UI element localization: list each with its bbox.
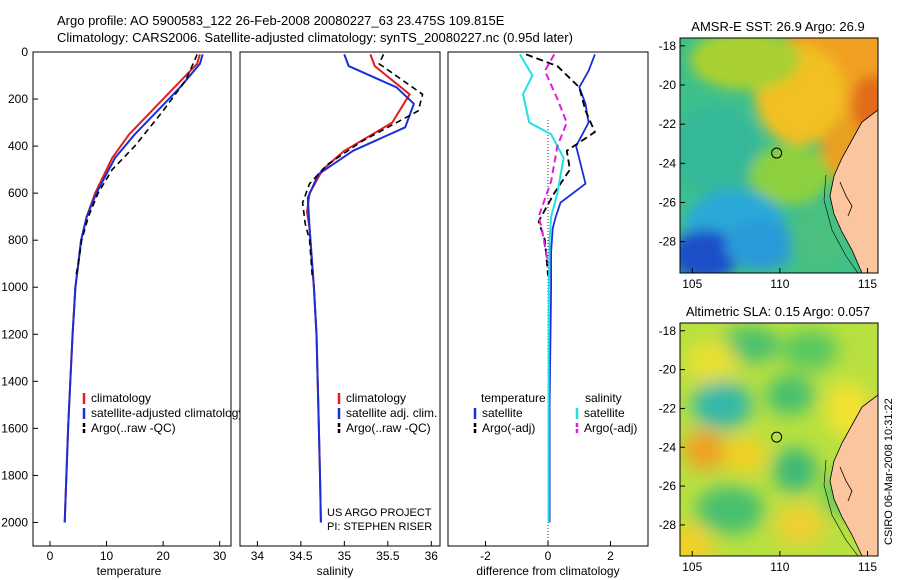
x-tick-label: 35.5	[376, 549, 400, 563]
x-tick-label: 110	[770, 277, 789, 291]
plot-temperature	[63, 54, 204, 523]
y-tick-label: -28	[659, 518, 677, 532]
map-sst-land	[829, 109, 878, 273]
panel-salinity: 34 34.5 35 35.5 36 salinity climatologysatel…	[239, 51, 441, 578]
plot-difference	[519, 53, 596, 523]
map-sst-y-ticks: -18 -20 -22 -24 -26 -28	[659, 39, 685, 249]
xlabel-temperature: temperature	[97, 564, 162, 578]
x-ticks-difference: -2 0 2	[480, 541, 614, 563]
y-tick-label: -24	[659, 156, 677, 170]
series-line	[306, 54, 415, 523]
legend-label: Argo(..raw -QC)	[346, 421, 431, 435]
legend-label: Argo(-adj)	[482, 421, 535, 435]
panel-temperature: 0 200 400 600 800 1000 1200 1400 1600 1800 2000 0 1…	[1, 45, 244, 578]
series-line	[63, 54, 204, 523]
x-tick-label: 115	[858, 277, 877, 291]
x-tick-label: 20	[156, 549, 170, 563]
plot-salinity	[301, 54, 424, 523]
x-tick-label: 34.5	[289, 549, 313, 563]
y-tick-label: -26	[659, 196, 677, 210]
x-tick-label: 105	[682, 560, 702, 574]
y-tick-label: -28	[659, 235, 677, 249]
y-tick-label: 1400	[1, 374, 28, 388]
panel-difference: -2 0 2 difference from climatology tempera…	[447, 51, 649, 578]
map-sst-field	[680, 38, 878, 273]
argo-location-marker	[771, 431, 783, 443]
legend-label: climatology	[91, 391, 151, 405]
map-sst-x-ticks: 105 110 115	[682, 268, 877, 291]
map-sla-y-ticks: -18 -20 -22 -24 -26 -28	[659, 324, 685, 532]
y-tick-label: 1800	[1, 468, 28, 482]
xlabel-difference: difference from climatology	[476, 564, 619, 578]
map-sla-field	[680, 323, 878, 556]
x-ticks-salinity: 34 34.5 35 35.5 36	[251, 541, 439, 563]
y-tick-label: 0	[21, 45, 28, 59]
series-line	[519, 53, 565, 523]
legend-label: climatology	[346, 391, 406, 405]
x-tick-label: 105	[682, 277, 702, 291]
y-tick-label: -18	[659, 324, 677, 338]
y-tick-label: 2000	[1, 515, 28, 529]
x-ticks-temperature: 0 10 20 30	[47, 541, 227, 563]
y-tick-label: 600	[8, 186, 28, 200]
argo-location-marker	[771, 147, 783, 159]
series-line	[75, 54, 198, 276]
legend-label: satellite adj. clim.	[346, 406, 437, 420]
map-sla-x-ticks: 105 110 115	[682, 551, 877, 574]
annotation-pi: PI: STEPHEN RISER	[327, 521, 432, 533]
map-sla-land	[829, 394, 878, 556]
timestamp-stamp: CSIRO 06-Mar-2008 10:31:22	[883, 398, 895, 545]
x-tick-label: 35	[338, 549, 352, 563]
annotation-project: US ARGO PROJECT	[327, 507, 432, 519]
y-tick-label: 1200	[1, 327, 28, 341]
y-tick-label: 1600	[1, 421, 28, 435]
y-tick-label: -20	[659, 363, 677, 377]
map-sla-title: Altimetric SLA: 0.15 Argo: 0.057	[686, 304, 870, 319]
x-tick-label: 2	[607, 549, 614, 563]
y-tick-label: 200	[8, 92, 28, 106]
map-sla: Altimetric SLA: 0.15 Argo: 0.057	[659, 304, 879, 574]
y-tick-label: -24	[659, 440, 677, 454]
series-line	[525, 53, 596, 276]
legend-label: satellite-adjusted climatology	[91, 406, 244, 420]
y-tick-label: -26	[659, 479, 677, 493]
map-sst-title: AMSR-E SST: 26.9 Argo: 26.9	[691, 19, 864, 34]
legend-label: satellite	[584, 406, 625, 420]
legend-label: Argo(..raw -QC)	[91, 421, 176, 435]
figure-title-line2: Climatology: CARS2006. Satellite-adjuste…	[57, 30, 573, 45]
series-line	[301, 54, 424, 276]
y-tick-label: -18	[659, 39, 677, 53]
x-tick-label: 34	[251, 549, 265, 563]
x-tick-label: 10	[100, 549, 114, 563]
y-tick-label: -22	[659, 117, 677, 131]
figure-title-line1: Argo profile: AO 5900583_122 26-Feb-2008…	[57, 13, 505, 28]
xlabel-salinity: salinity	[317, 564, 354, 578]
y-tick-label: 400	[8, 139, 28, 153]
series-line	[537, 53, 568, 264]
y-tick-label: -22	[659, 401, 677, 415]
x-tick-label: 36	[425, 549, 439, 563]
y-tick-label: 800	[8, 233, 28, 247]
x-tick-label: -2	[480, 549, 491, 563]
legend-group-title: salinity	[585, 391, 622, 405]
legend-label: satellite	[482, 406, 523, 420]
x-tick-label: 115	[858, 560, 877, 574]
y-tick-label: -20	[659, 78, 677, 92]
x-tick-label: 0	[47, 549, 54, 563]
x-tick-label: 30	[213, 549, 227, 563]
legend-group-title: temperature	[481, 391, 546, 405]
y-tick-label: 1000	[1, 280, 28, 294]
legend-difference: temperaturesatelliteArgo(-adj)salinitysa…	[473, 391, 637, 435]
legend-label: Argo(-adj)	[584, 421, 637, 435]
map-sst: AMSR-E SST: 26.9 Argo: 26.9	[659, 19, 879, 291]
y-ticks-temperature: 0 200 400 600 800 1000 1200 1400 1600 1800 2000	[1, 45, 38, 529]
x-tick-label: 0	[545, 549, 552, 563]
x-tick-label: 110	[770, 560, 789, 574]
